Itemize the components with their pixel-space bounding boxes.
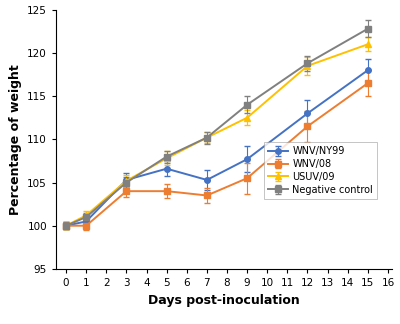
Y-axis label: Percentage of weight: Percentage of weight (8, 64, 22, 215)
X-axis label: Days post-inoculation: Days post-inoculation (148, 294, 300, 307)
Legend: WNV/NY99, WNV/08, USUV/09, Negative control: WNV/NY99, WNV/08, USUV/09, Negative cont… (264, 142, 377, 199)
